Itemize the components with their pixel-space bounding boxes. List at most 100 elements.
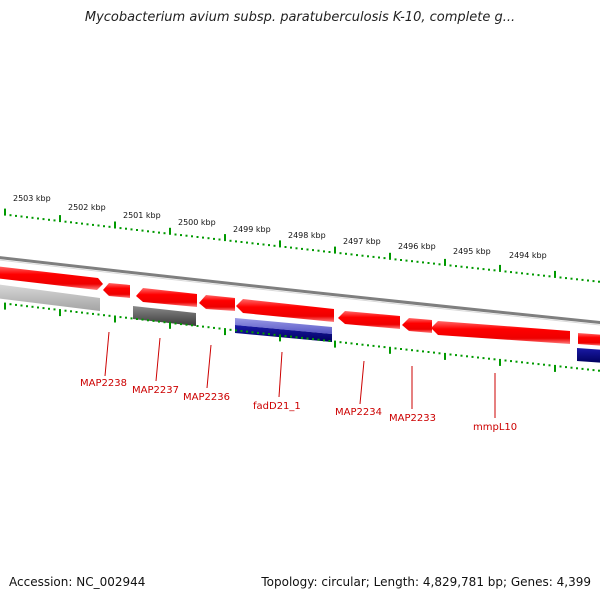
- ruler-minor-tick: [356, 254, 358, 257]
- gene-label[interactable]: MAP2238: [80, 378, 127, 389]
- ruler-minor-tick: [477, 267, 479, 270]
- ruler-minor-tick: [136, 318, 138, 320]
- ruler-minor-tick: [174, 233, 177, 236]
- ruler-minor-tick: [301, 336, 303, 339]
- ruler-minor-tick: [240, 241, 243, 243]
- gene-label[interactable]: mmpL10: [473, 422, 517, 433]
- ruler-minor-tick: [378, 345, 380, 348]
- ruler-minor-tick: [191, 235, 193, 238]
- ruler-minor-tick: [427, 262, 430, 264]
- gene-block[interactable]: [0, 284, 100, 311]
- ruler-minor-tick: [548, 364, 551, 367]
- ruler-minor-tick: [394, 258, 397, 261]
- ruler-minor-tick: [416, 260, 419, 263]
- ruler-minor-tick: [471, 266, 474, 269]
- ruler-minor-tick: [240, 330, 243, 332]
- ruler-minor-tick: [147, 319, 149, 322]
- ruler-minor-tick: [510, 271, 512, 274]
- gene-arrow[interactable]: [431, 321, 570, 344]
- ruler-minor-tick: [405, 259, 408, 262]
- ruler-minor-tick: [559, 365, 562, 368]
- ruler-minor-tick: [53, 308, 56, 311]
- ruler-minor-tick: [455, 265, 457, 268]
- ruler-inner: [4, 302, 600, 372]
- ruler-minor-tick: [180, 234, 182, 237]
- genome-stats-text: Topology: circular; Length: 4,829,781 bp…: [261, 575, 591, 589]
- ruler-minor-tick: [218, 238, 221, 241]
- gene-arrow[interactable]: [136, 288, 197, 307]
- ruler-minor-tick: [125, 227, 127, 230]
- ruler-major-tick: [499, 358, 501, 366]
- ruler-minor-tick: [515, 360, 518, 363]
- ruler-minor-tick: [587, 368, 589, 371]
- ruler-minor-tick: [350, 342, 353, 345]
- gene-label[interactable]: fadD21_1: [253, 401, 301, 412]
- ruler-minor-tick: [92, 223, 94, 226]
- ruler-major-tick: [224, 234, 226, 242]
- gene-block[interactable]: [577, 348, 600, 363]
- ruler-minor-tick: [273, 244, 276, 247]
- ruler-minor-tick: [15, 303, 17, 306]
- ruler-minor-tick: [251, 331, 254, 334]
- ruler-outer: [4, 208, 600, 283]
- ruler-minor-tick: [532, 273, 534, 276]
- ruler-minor-tick: [130, 228, 133, 231]
- ruler-minor-tick: [125, 316, 127, 319]
- ruler-minor-tick: [202, 236, 204, 239]
- ruler-minor-tick: [207, 237, 210, 240]
- ruler-minor-tick: [466, 355, 468, 358]
- accession-text: Accession: NC_002944: [9, 575, 146, 589]
- ruler-major-tick: [389, 346, 391, 354]
- ruler-minor-tick: [81, 311, 83, 314]
- ruler-minor-tick: [361, 254, 364, 257]
- gene-arrow[interactable]: [199, 295, 235, 311]
- ruler-minor-tick: [592, 369, 595, 372]
- ruler-minor-tick: [438, 352, 441, 355]
- gene-label[interactable]: MAP2233: [389, 413, 436, 424]
- ruler-minor-tick: [312, 249, 314, 252]
- ruler-major-tick: [389, 252, 391, 260]
- ruler-minor-tick: [207, 326, 210, 329]
- gene-label[interactable]: MAP2236: [183, 392, 230, 403]
- ruler-minor-tick: [86, 312, 89, 315]
- ruler-minor-tick: [48, 307, 50, 310]
- ruler-minor-tick: [81, 222, 83, 225]
- ruler-minor-tick: [163, 321, 166, 324]
- label-leader: [359, 360, 365, 405]
- ruler-minor-tick: [295, 336, 298, 339]
- ruler-minor-tick: [37, 217, 39, 220]
- ruler-label: 2503 kbp: [13, 194, 51, 203]
- gene-block[interactable]: [133, 306, 196, 326]
- gene-arrow[interactable]: [103, 283, 130, 298]
- ruler-minor-tick: [581, 367, 584, 370]
- ruler-major-tick: [444, 258, 446, 266]
- gene-arrow[interactable]: [0, 266, 103, 290]
- ruler-minor-tick: [235, 240, 237, 243]
- gene-label[interactable]: MAP2237: [132, 385, 179, 396]
- ruler-minor-tick: [367, 344, 369, 347]
- label-leader: [155, 337, 161, 382]
- gene-arrow[interactable]: [578, 333, 600, 346]
- ruler-minor-tick: [587, 279, 589, 282]
- ruler-minor-tick: [482, 357, 485, 360]
- ruler-minor-tick: [268, 244, 270, 247]
- ruler-minor-tick: [97, 224, 100, 227]
- ruler-minor-tick: [598, 280, 600, 283]
- ruler-minor-tick: [460, 354, 463, 357]
- ruler-minor-tick: [64, 309, 67, 312]
- ruler-label: 2495 kbp: [453, 247, 491, 256]
- ruler-minor-tick: [185, 234, 188, 237]
- gene-block[interactable]: [235, 318, 332, 334]
- gene-arrow[interactable]: [338, 311, 400, 329]
- ruler-minor-tick: [592, 280, 595, 283]
- ruler-minor-tick: [64, 220, 67, 223]
- ruler-minor-tick: [312, 338, 314, 341]
- gene-arrow[interactable]: [402, 318, 432, 333]
- ruler-minor-tick: [526, 361, 529, 364]
- gene-arrow[interactable]: [236, 299, 334, 322]
- ruler-minor-tick: [372, 344, 375, 347]
- ruler-minor-tick: [383, 346, 386, 349]
- ruler-minor-tick: [526, 272, 529, 275]
- ruler-minor-tick: [246, 330, 248, 333]
- gene-label[interactable]: MAP2234: [335, 407, 382, 418]
